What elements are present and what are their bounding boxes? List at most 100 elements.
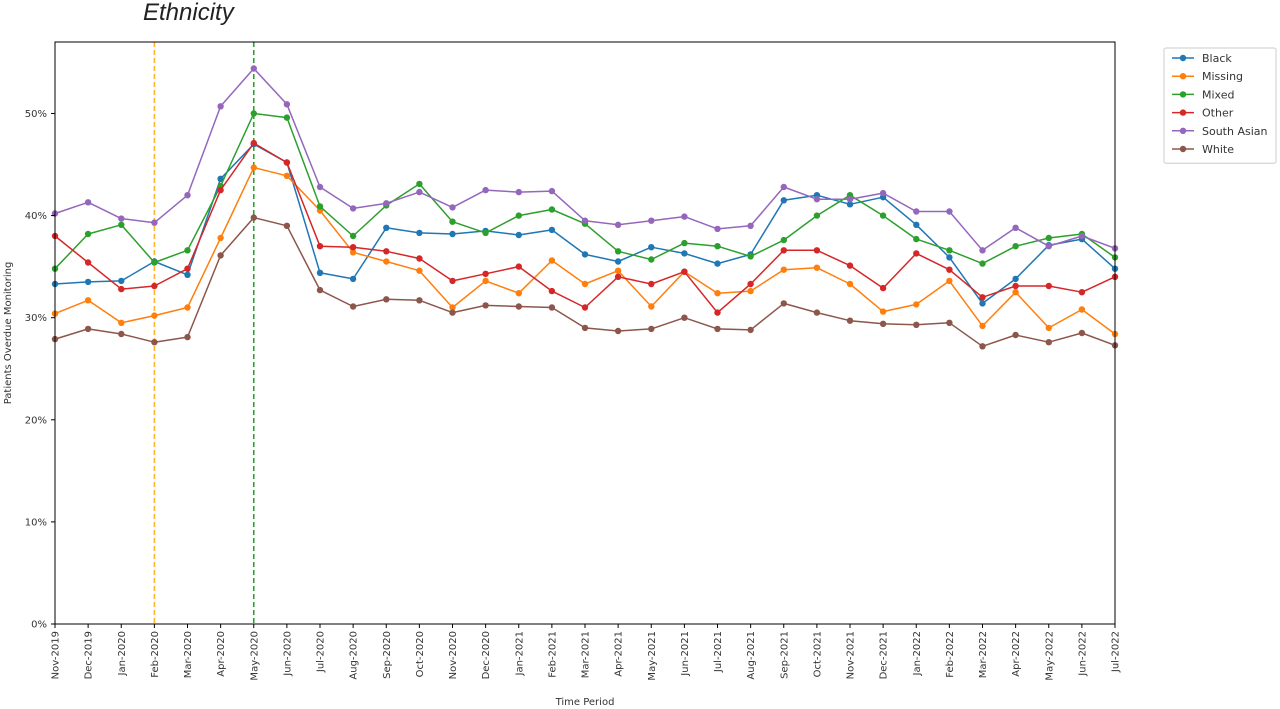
data-point-black-apr-2022 xyxy=(1012,275,1019,283)
data-point-white-apr-2021 xyxy=(614,327,622,335)
x-tick-label: Dec-2020 xyxy=(481,631,492,679)
data-point-missing-may-2020 xyxy=(250,164,257,171)
data-point-mixed-mar-2022 xyxy=(979,260,986,267)
data-point-mixed-jan-2021 xyxy=(515,212,522,219)
data-point-south-asian-jan-2022 xyxy=(913,208,920,215)
data-point-black-may-2021 xyxy=(648,244,655,251)
data-point-white-dec-2021 xyxy=(879,320,887,327)
data-point-black-feb-2022 xyxy=(946,254,953,261)
data-point-other-may-2021 xyxy=(648,280,655,288)
data-point-missing-nov-2020 xyxy=(449,304,456,311)
x-tick-label: May-2022 xyxy=(1044,631,1055,681)
legend-label-other: Other xyxy=(1202,107,1234,120)
data-point-missing-dec-2020 xyxy=(482,277,489,285)
data-point-black-apr-2020 xyxy=(217,175,224,182)
data-point-other-feb-2022 xyxy=(946,266,953,273)
data-point-white-oct-2020 xyxy=(416,297,423,304)
legend-marker-mixed xyxy=(1179,91,1187,98)
data-point-mixed-feb-2022 xyxy=(946,247,953,254)
x-tick-label: Aug-2021 xyxy=(746,631,757,680)
data-point-missing-dec-2021 xyxy=(879,308,887,315)
data-point-black-jul-2020 xyxy=(316,269,324,276)
data-point-other-jun-2022 xyxy=(1078,289,1086,296)
x-tick-label: Sep-2020 xyxy=(382,631,393,679)
x-tick-label: Jul-2020 xyxy=(316,631,327,673)
data-point-other-dec-2020 xyxy=(482,270,489,277)
data-point-white-dec-2020 xyxy=(482,302,489,309)
data-point-mixed-jul-2020 xyxy=(316,203,324,210)
data-point-mixed-jun-2020 xyxy=(283,114,291,121)
legend-marker-south-asian xyxy=(1179,127,1187,134)
x-tick-label: Jun-2020 xyxy=(282,631,293,677)
data-point-white-jul-2021 xyxy=(714,325,721,333)
data-point-black-sep-2020 xyxy=(383,224,390,231)
data-point-other-sep-2021 xyxy=(780,247,787,254)
x-tick-label: Dec-2021 xyxy=(879,631,890,679)
data-point-black-jun-2021 xyxy=(681,250,688,257)
data-point-black-jul-2021 xyxy=(714,260,721,267)
data-point-mixed-feb-2021 xyxy=(548,206,556,213)
data-point-south-asian-dec-2020 xyxy=(482,186,489,194)
data-point-white-mar-2020 xyxy=(184,333,191,341)
data-point-south-asian-aug-2021 xyxy=(747,222,754,229)
data-point-missing-aug-2020 xyxy=(349,249,357,256)
data-point-mixed-dec-2019 xyxy=(84,230,92,238)
data-point-other-jul-2021 xyxy=(714,309,721,316)
data-point-south-asian-dec-2019 xyxy=(84,199,92,206)
data-point-white-jan-2022 xyxy=(913,321,920,328)
data-point-other-jun-2020 xyxy=(283,159,291,166)
data-point-south-asian-jul-2021 xyxy=(714,225,721,233)
data-point-mixed-dec-2020 xyxy=(482,229,489,237)
data-point-other-aug-2021 xyxy=(747,280,754,288)
data-point-other-jul-2020 xyxy=(316,243,324,250)
data-point-missing-mar-2021 xyxy=(581,280,589,288)
data-point-missing-oct-2020 xyxy=(416,267,423,274)
data-point-white-may-2021 xyxy=(648,325,655,333)
legend-marker-other xyxy=(1179,109,1187,116)
data-point-other-apr-2020 xyxy=(217,186,224,194)
data-point-white-may-2020 xyxy=(250,214,257,221)
x-tick-label: Apr-2020 xyxy=(216,631,227,677)
y-tick-label: 20% xyxy=(25,415,47,426)
data-point-missing-aug-2021 xyxy=(747,287,754,295)
y-axis-label: Patients Overdue Monitoring xyxy=(3,262,14,405)
data-point-missing-apr-2021 xyxy=(614,267,622,274)
data-point-mixed-aug-2020 xyxy=(349,232,357,240)
data-point-black-jan-2021 xyxy=(515,231,522,239)
data-point-other-aug-2020 xyxy=(349,244,357,251)
data-point-south-asian-nov-2021 xyxy=(846,196,854,203)
data-point-white-dec-2019 xyxy=(84,325,92,333)
data-point-mixed-apr-2022 xyxy=(1012,243,1019,250)
data-point-other-nov-2020 xyxy=(449,277,456,285)
data-point-south-asian-mar-2020 xyxy=(184,192,191,199)
data-point-mixed-sep-2021 xyxy=(780,236,787,244)
x-tick-label: Aug-2020 xyxy=(349,631,360,680)
data-point-south-asian-jul-2020 xyxy=(316,183,324,191)
data-point-mixed-oct-2021 xyxy=(813,212,821,219)
data-point-black-feb-2021 xyxy=(548,226,556,234)
data-point-other-mar-2020 xyxy=(184,265,191,272)
data-point-white-mar-2022 xyxy=(979,343,986,350)
data-point-south-asian-jun-2022 xyxy=(1078,232,1086,240)
x-tick-label: Mar-2022 xyxy=(978,631,989,678)
legend-marker-black xyxy=(1179,54,1187,62)
data-point-missing-may-2022 xyxy=(1045,324,1053,332)
x-tick-label: Jan-2021 xyxy=(514,631,525,676)
page-title: Ethnicity xyxy=(143,0,236,26)
data-point-mixed-mar-2020 xyxy=(184,247,191,254)
data-point-missing-feb-2022 xyxy=(946,277,953,285)
data-point-other-jan-2021 xyxy=(515,263,522,270)
data-point-other-jan-2022 xyxy=(913,250,920,257)
legend-label-missing: Missing xyxy=(1202,70,1243,83)
data-point-south-asian-dec-2021 xyxy=(879,189,887,197)
x-tick-label: Jun-2021 xyxy=(680,631,691,677)
data-point-white-oct-2021 xyxy=(813,309,821,316)
x-tick-label: Apr-2022 xyxy=(1011,631,1022,677)
series-line-mixed xyxy=(54,112,1116,270)
data-point-white-jan-2020 xyxy=(118,330,125,338)
data-point-south-asian-sep-2020 xyxy=(383,200,390,207)
data-point-black-mar-2020 xyxy=(184,271,191,278)
data-point-other-oct-2020 xyxy=(416,255,423,262)
data-point-white-feb-2020 xyxy=(151,339,158,346)
data-point-south-asian-jan-2020 xyxy=(118,215,125,222)
